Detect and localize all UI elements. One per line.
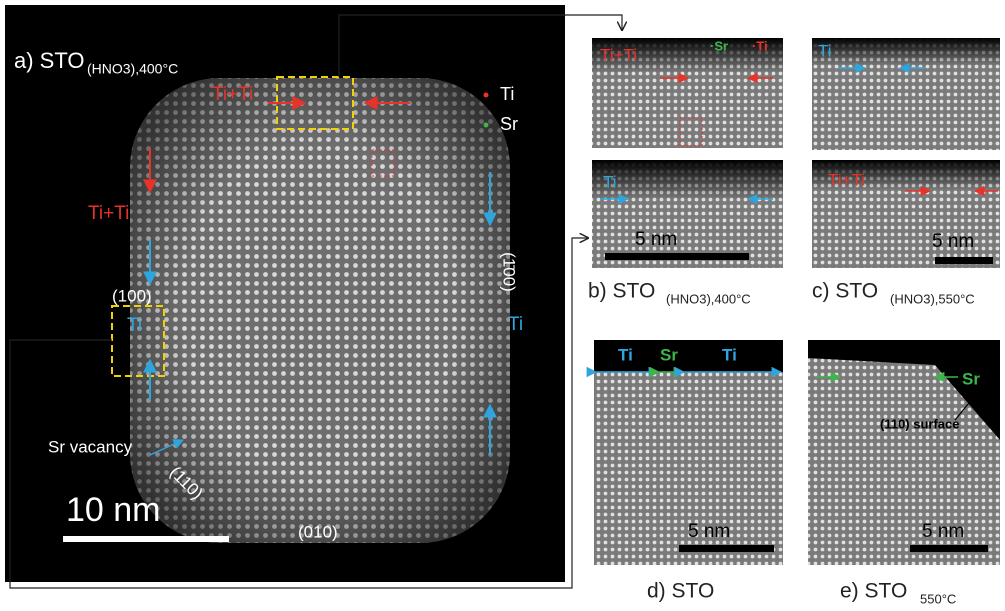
caption-sub: (HNO3),550°C: [890, 291, 975, 306]
annotation: Sr: [660, 345, 678, 364]
annotation: Ti+Ti: [600, 45, 637, 64]
legend-label: Sr: [500, 114, 518, 134]
caption: e) STO: [840, 580, 907, 603]
annotation: Ti: [722, 345, 737, 364]
panel-b: Ti+Ti ·Sr ·Ti Ti 5 nm b) STO (HNO3),400°…: [588, 38, 783, 306]
scale-bar: [935, 257, 993, 264]
scale-label: 5 nm: [688, 521, 730, 542]
caption-sub: (HNO3),400°C: [666, 291, 751, 306]
scale-bar: [63, 536, 229, 542]
body: a) STO (HNO3),400°C Ti+Ti Ti Sr Ti+Ti (1…: [0, 0, 1005, 611]
legend-label: ·Sr: [710, 38, 728, 53]
caption: d) STO: [647, 580, 714, 603]
page: {"panel_a":{"label":"a) STO","label_sub"…: [0, 0, 1005, 611]
annotation: Ti: [508, 314, 523, 335]
panel-label: a) STO: [14, 48, 85, 73]
panel-d: Ti Sr Ti 5 nm d) STO: [594, 340, 783, 603]
annotation: Ti: [127, 315, 142, 336]
panel-a: a) STO (HNO3),400°C Ti+Ti Ti Sr Ti+Ti (1…: [5, 5, 565, 582]
vacuum: [812, 38, 1000, 66]
annotation: (110) surface: [880, 416, 960, 431]
panel-label-sub: (HNO3),400°C: [87, 61, 178, 77]
annotation: Ti: [818, 41, 832, 60]
legend-label: ·Ti: [752, 38, 768, 53]
scale-label: 5 nm: [635, 229, 677, 250]
scale-label: 5 nm: [922, 521, 964, 542]
annotation: Ti+Ti: [828, 170, 865, 189]
scale-label: 10 nm: [66, 491, 161, 529]
annotation: Ti+Ti: [88, 203, 129, 224]
annotation: Sr vacancy: [48, 437, 133, 456]
scale-bar: [605, 253, 749, 260]
legend-dot: [484, 123, 489, 128]
panel-c: Ti Ti+Ti 5 nm c) STO (HNO3),550°C: [812, 38, 1000, 306]
figure: a) STO (HNO3),400°C Ti+Ti Ti Sr Ti+Ti (1…: [0, 0, 1005, 606]
annotation: Ti+Ti: [212, 84, 253, 105]
facet-label: (010): [298, 522, 338, 541]
legend-label: Ti: [500, 84, 514, 104]
annotation: Ti: [603, 172, 617, 191]
caption: b) STO: [588, 280, 655, 303]
legend-dot: [484, 93, 489, 98]
facet-label: (100): [112, 286, 152, 305]
facet-label: (1̄00): [500, 252, 519, 292]
scale-label: 5 nm: [932, 231, 974, 252]
scale-bar: [910, 545, 988, 552]
caption-sub: 550°C: [920, 591, 956, 606]
vacuum: [592, 160, 783, 200]
panel-e: Sr (110) surface 5 nm e) STO 550°C: [808, 340, 1000, 606]
annotation: Ti: [618, 345, 633, 364]
annotation: Sr: [962, 369, 980, 388]
caption: c) STO: [812, 280, 878, 303]
scale-bar: [679, 545, 774, 552]
